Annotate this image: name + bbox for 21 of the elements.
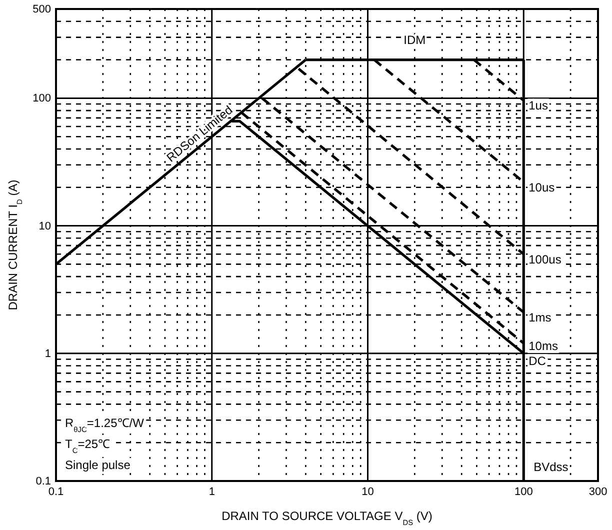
series-label: 1us [528,98,548,113]
x-axis-title: DRAIN TO SOURCE VOLTAGE V$_{DS}$ (V) [222,509,432,526]
series-label: 100us [528,252,562,266]
series-label: DC [528,354,546,368]
x-tick-label: 100 [514,486,533,498]
x-tick-label: 0.1 [48,486,64,498]
x-tick-label: 300 [588,486,608,498]
y-tick-label: 10 [38,220,51,232]
series-label: IDM [404,32,426,47]
x-tick-label: 1 [208,486,215,498]
x-tick-label: 10 [362,486,374,498]
y-tick-label: 100 [32,92,51,105]
series-label: 10us [528,180,555,194]
series-label: 10ms [528,339,558,354]
annotation: Single pulse [65,458,131,472]
y-tick-label: 0.1 [36,476,51,488]
annotation: R$_{θJC}$=1.25℃/W [65,416,145,434]
y-tick-label: 1 [44,348,51,360]
series-label: 1ms [528,310,552,324]
series-label: BVdss [534,460,568,474]
y-tick-label: 500 [32,4,51,16]
